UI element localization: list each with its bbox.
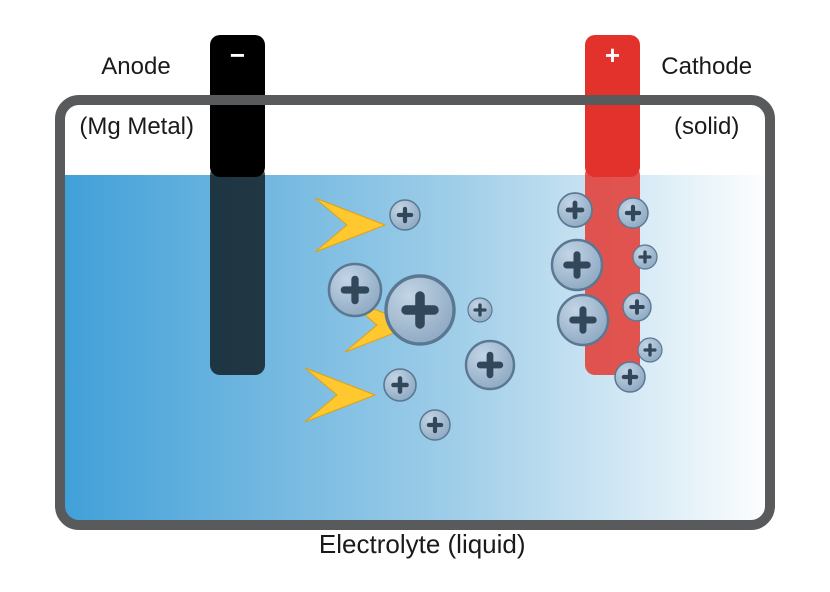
ion [420,410,450,440]
ion [633,245,657,269]
ion [386,276,454,344]
anode-minus-sign: − [230,40,245,70]
ion [623,293,651,321]
ion [468,298,492,322]
ion [638,338,662,362]
cathode-label-line1: Cathode [661,53,752,80]
cathode-plus-sign: + [605,40,620,70]
ion [615,362,645,392]
ion [390,200,420,230]
liquid-region [55,165,775,530]
ion [558,193,592,227]
diagram-svg: − + [55,95,775,530]
ion [384,369,416,401]
ion [329,264,381,316]
electrodes: − + [210,35,640,177]
electrolyte-liquid [55,175,775,530]
ion [466,341,514,389]
ion [618,198,648,228]
anode-submerged [210,165,265,375]
electrochemical-cell-diagram: − + [55,95,775,530]
ion [558,295,608,345]
ion [552,240,602,290]
anode-label-line1: Anode [101,53,170,80]
